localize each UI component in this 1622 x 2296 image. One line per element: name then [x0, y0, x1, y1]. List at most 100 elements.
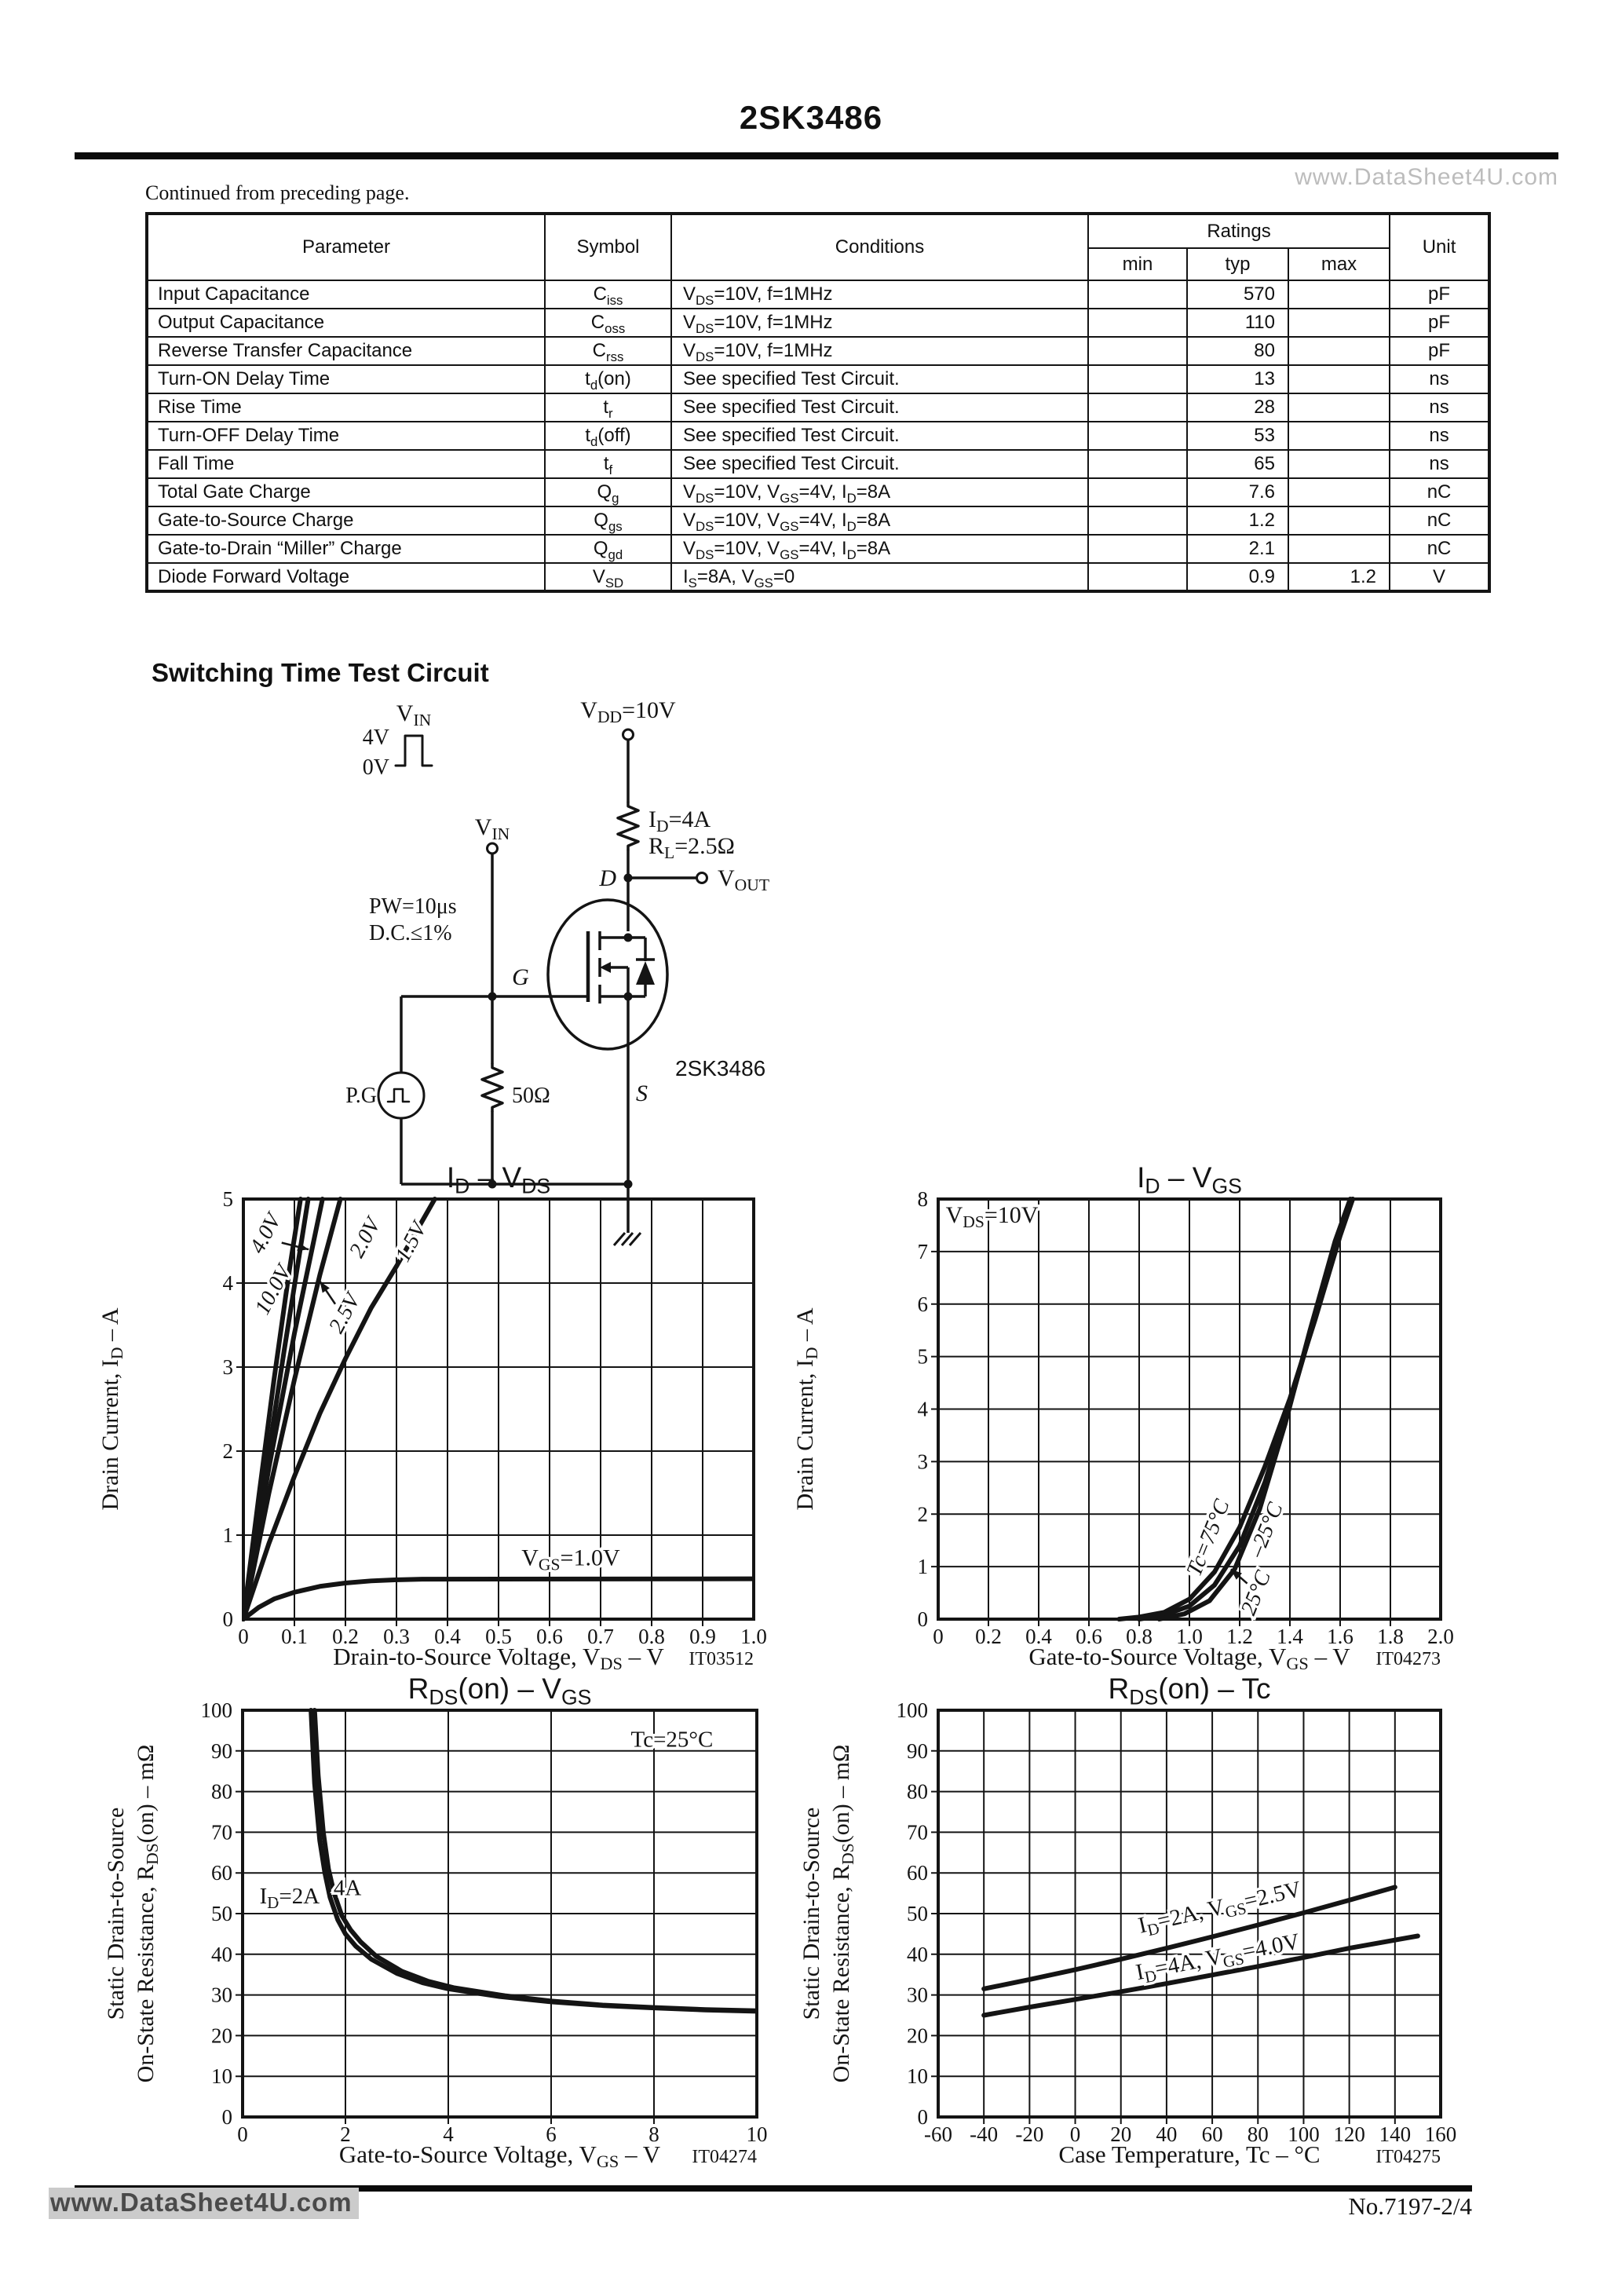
y-tick-label: 2	[918, 1502, 929, 1526]
chart-id-vds: 0 0.1 0.2 0.3 0.4 0.5 0.6 0.7 0.8 0.9 1.0 0 1 2 3 4 5 ID …	[97, 1161, 767, 1673]
cell-symbol: Qgd	[544, 534, 672, 564]
cell-parameter: Input Capacitance	[146, 280, 546, 309]
x-tick-label: 6	[546, 2122, 557, 2146]
cell-typ: 65	[1186, 449, 1289, 479]
y-tick-label: 5	[918, 1345, 929, 1369]
chart-rdson-tc: -60 -40 -20 0 20 40 60 80 100 120 140 160 0 10 20 30 40 5…	[798, 1673, 1456, 2168]
x-tick-label: 20	[1110, 2122, 1131, 2146]
cell-min	[1087, 308, 1188, 338]
x-tick-label: 0.8	[1126, 1625, 1153, 1648]
cell-max	[1287, 393, 1391, 422]
cell-max	[1287, 280, 1391, 309]
cell-conditions: VDS=10V, VGS=4V, ID=8A	[670, 477, 1089, 507]
circuit-heading: Switching Time Test Circuit	[152, 658, 489, 687]
x-tick-label: 1.0	[740, 1625, 767, 1648]
x-tick-label: 40	[1156, 2122, 1177, 2146]
vout-label: VOUT	[718, 865, 769, 894]
header-min: min	[1087, 247, 1188, 281]
x-tick-label: 0.2	[332, 1625, 359, 1648]
curve-label: 2.0V	[345, 1212, 386, 1262]
y-axis-label: Static Drain-to-Source	[103, 1808, 129, 2020]
cell-unit: nC	[1389, 534, 1491, 564]
cell-conditions: VDS=10V, f=1MHz	[670, 336, 1089, 366]
x-axis-label: Gate-to-Source Voltage, VGS – V	[1028, 1643, 1350, 1673]
id-label: ID=4A	[648, 806, 711, 835]
x-tick-label: 0.6	[1076, 1625, 1102, 1648]
continued-note: Continued from preceding page.	[145, 181, 410, 204]
cell-max	[1287, 308, 1391, 338]
y-tick-label: 2	[223, 1439, 234, 1463]
figure-id: IT03512	[689, 1649, 754, 1669]
chart-title: ID – VDS	[447, 1161, 550, 1197]
junction-dot	[623, 1179, 633, 1189]
plot-border	[937, 1197, 1442, 1621]
x-tick-label: 0	[237, 2122, 248, 2146]
vout-terminal	[696, 872, 708, 884]
table-row: Reverse Transfer Capacitance Crss VDS=10V,…	[146, 336, 1491, 366]
arrow-head	[1230, 1569, 1242, 1580]
series-group	[242, 1197, 755, 1621]
plot-border	[241, 1709, 758, 2119]
part-number-label: 2SK3486	[675, 1056, 765, 1080]
header-ratings: Ratings	[1087, 213, 1391, 249]
y-tick-label: 10	[211, 2064, 232, 2088]
cell-unit: nC	[1389, 477, 1491, 507]
header-typ: typ	[1186, 247, 1289, 281]
drain-label: D	[598, 865, 616, 891]
table-row: Total Gate Charge Qg VDS=10V, VGS=4V, ID=8…	[146, 477, 1491, 507]
cell-conditions: VDS=10V, VGS=4V, ID=8A	[670, 534, 1089, 564]
y-axis-label: Static Drain-to-Source	[798, 1808, 824, 2020]
junction-dot	[623, 992, 633, 1001]
x-tick-label: 4	[443, 2122, 454, 2146]
y-tick-label: 20	[211, 2024, 232, 2047]
x-tick-label: 1.8	[1377, 1625, 1404, 1648]
cell-min	[1087, 562, 1188, 592]
figure-id: IT04275	[1375, 2147, 1441, 2167]
cell-conditions: See specified Test Circuit.	[670, 421, 1089, 451]
x-tick-label: 2	[340, 2122, 351, 2146]
cell-symbol: Crss	[544, 336, 672, 366]
cell-typ: 0.9	[1186, 562, 1289, 592]
cell-parameter: Reverse Transfer Capacitance	[146, 336, 546, 366]
junction-dot	[623, 933, 633, 942]
header-unit: Unit	[1389, 213, 1491, 281]
y-tick-label: 1	[918, 1555, 929, 1578]
chart-title: RDS(on) – Tc	[1109, 1673, 1271, 1709]
x-tick-label: 0.1	[281, 1625, 308, 1648]
cell-max	[1287, 336, 1391, 366]
cell-min	[1087, 477, 1188, 507]
y-tick-label: 90	[907, 1739, 928, 1763]
mosfet-outline	[546, 898, 669, 1051]
y-tick-label: 0	[918, 2105, 929, 2129]
y-tick-label: 8	[918, 1187, 929, 1211]
x-tick-label: 1.0	[1176, 1625, 1203, 1648]
y-tick-label: 60	[211, 1861, 232, 1885]
table-row: Gate-to-Source Charge Qgs VDS=10V, VGS=4V,…	[146, 506, 1491, 536]
table-row: Gate-to-Drain “Miller” Charge Qgd VDS=10V,…	[146, 534, 1491, 564]
x-tick-label: 0.9	[689, 1625, 716, 1648]
series-curve	[981, 1933, 1420, 2018]
cell-parameter: Diode Forward Voltage	[146, 562, 546, 592]
y-tick-label: 0	[223, 1607, 234, 1631]
table-row: Diode Forward Voltage VSD IS=8A, VGS=0 0.9 1…	[146, 562, 1491, 592]
cell-max: 1.2	[1287, 562, 1391, 592]
chart-title: RDS(on) – VGS	[408, 1673, 592, 1709]
x-tick-label: 0.2	[975, 1625, 1002, 1648]
x-tick-label: 0	[1070, 2122, 1081, 2146]
y-tick-label: 3	[918, 1450, 929, 1473]
cell-parameter: Turn-ON Delay Time	[146, 364, 546, 394]
curve-label: Tc=25°C	[631, 1727, 714, 1753]
x-tick-label: 60	[1202, 2122, 1223, 2146]
cell-typ: 28	[1186, 393, 1289, 422]
cell-unit: pF	[1389, 280, 1491, 309]
y-tick-label: 50	[211, 1902, 232, 1925]
cell-min	[1087, 364, 1188, 394]
cell-typ: 53	[1186, 421, 1289, 451]
y-tick-label: 7	[918, 1240, 929, 1263]
cell-parameter: Fall Time	[146, 449, 546, 479]
series-curve	[242, 1197, 437, 1621]
x-tick-label: -20	[1015, 2122, 1043, 2146]
x-tick-label: 100	[1288, 2122, 1320, 2146]
curve-label: 25°C	[1237, 1567, 1277, 1619]
